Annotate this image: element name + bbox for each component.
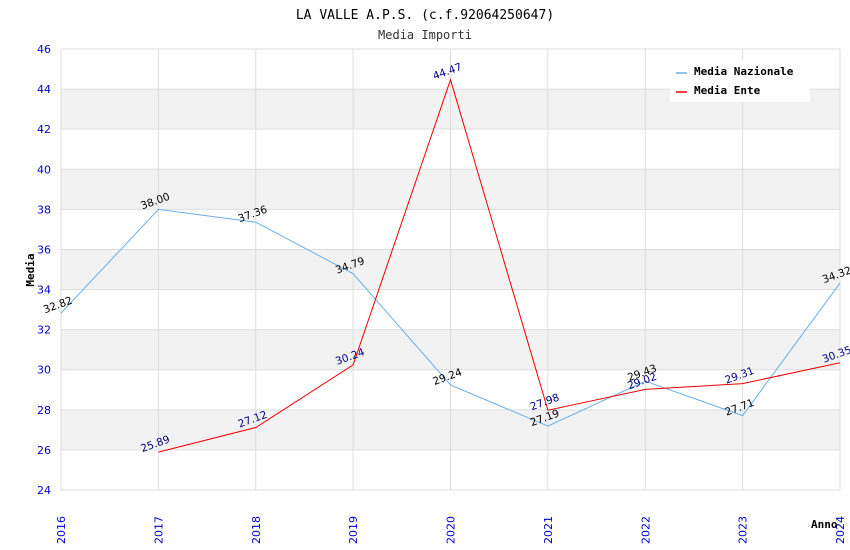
x-axis-label: Anno	[811, 518, 838, 531]
y-tick-label: 24	[37, 484, 51, 497]
y-axis-label: Media	[24, 253, 37, 286]
y-tick-label: 30	[37, 364, 51, 377]
y-tick-label: 38	[37, 203, 51, 216]
legend: Media Nazionale Media Ente	[670, 60, 810, 102]
x-tick-label: 2016	[55, 516, 68, 544]
y-tick-label: 40	[37, 163, 51, 176]
x-tick-label: 2022	[639, 516, 652, 544]
chart-title: LA VALLE A.P.S. (c.f.92064250647)	[296, 8, 554, 23]
x-tick-label: 2021	[542, 516, 555, 544]
x-tick-label: 2017	[152, 516, 165, 544]
grid-lines	[60, 48, 841, 491]
legend-box	[670, 60, 810, 102]
x-tick-label: 2019	[347, 516, 360, 544]
x-tick-label: 2023	[737, 516, 750, 544]
y-tick-label: 36	[37, 243, 51, 256]
series-line-media-ente	[158, 78, 841, 453]
y-tick-label: 26	[37, 444, 51, 457]
y-tick-label: 44	[37, 83, 51, 96]
y-tick-label: 28	[37, 404, 51, 417]
series-line-media-nazionale	[60, 208, 841, 427]
series-lines	[60, 78, 841, 453]
y-axis-ticks: 24 26 28 30 32 34 36 38 40 42 44 46	[37, 43, 51, 497]
x-axis-ticks: 2016 2017 2018 2019 2020 2021 2022 2023 2024	[55, 516, 847, 544]
x-tick-label: 2024	[834, 516, 847, 544]
y-tick-label: 46	[37, 43, 51, 56]
y-tick-label: 32	[37, 324, 51, 337]
legend-label-media-nazionale: Media Nazionale	[694, 65, 794, 78]
x-tick-label: 2018	[250, 516, 263, 544]
y-tick-label: 34	[37, 284, 51, 297]
chart-subtitle: Media Importi	[378, 28, 472, 42]
y-tick-label: 42	[37, 123, 51, 136]
legend-label-media-ente: Media Ente	[694, 84, 761, 97]
x-tick-label: 2020	[445, 516, 458, 544]
